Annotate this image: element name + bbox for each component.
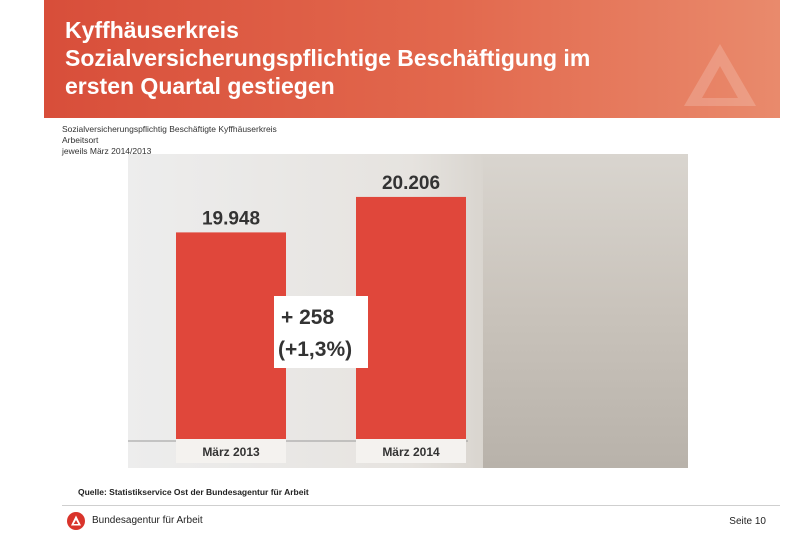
bar-value-label-2: 20.206: [382, 173, 440, 194]
watermark-icon: [684, 44, 756, 106]
source-note: Quelle: Statistikservice Ost der Bundesa…: [78, 487, 309, 497]
brand-name: Bundesagentur für Arbeit: [92, 515, 203, 526]
subtitle-line-3: jeweils März 2014/2013: [62, 146, 152, 156]
bar-1: [176, 232, 286, 441]
bundesagentur-logo-icon: [67, 512, 85, 530]
category-label-box-2: [356, 439, 466, 463]
title-banner: Kyffhäuserkreis Sozialversicherungspflic…: [44, 0, 780, 118]
x-tick-label-2: März 2014: [382, 445, 440, 459]
background-photo: [483, 154, 688, 468]
annotation-change: + 258: [281, 306, 334, 329]
page-title-line-1: Kyffhäuserkreis: [65, 17, 239, 43]
annotation-percent: (+1,3%): [278, 338, 352, 361]
bar-2: [356, 196, 466, 441]
category-label-box-1: [176, 439, 286, 463]
page-number: Seite 10: [729, 516, 766, 527]
x-tick-label-1: März 2013: [202, 445, 260, 459]
bar-chart: 19.948 März 2013 20.206 März 2014 + 258 (+1…: [128, 173, 468, 463]
subtitle-line-1: Sozialversicherungspflichtig Beschäftigt…: [62, 124, 277, 134]
annotation-box: [274, 296, 368, 368]
subtitle-line-2: Arbeitsort: [62, 135, 99, 145]
page-title-line-3: ersten Quartal gestiegen: [65, 73, 335, 99]
page-title-line-2: Sozialversicherungspflichtige Beschäftig…: [65, 45, 591, 71]
footer-divider: [62, 505, 780, 506]
bar-value-label-1: 19.948: [202, 208, 260, 229]
chart-panel: 19.948 März 2013 20.206 März 2014 + 258 (+1…: [128, 154, 688, 468]
